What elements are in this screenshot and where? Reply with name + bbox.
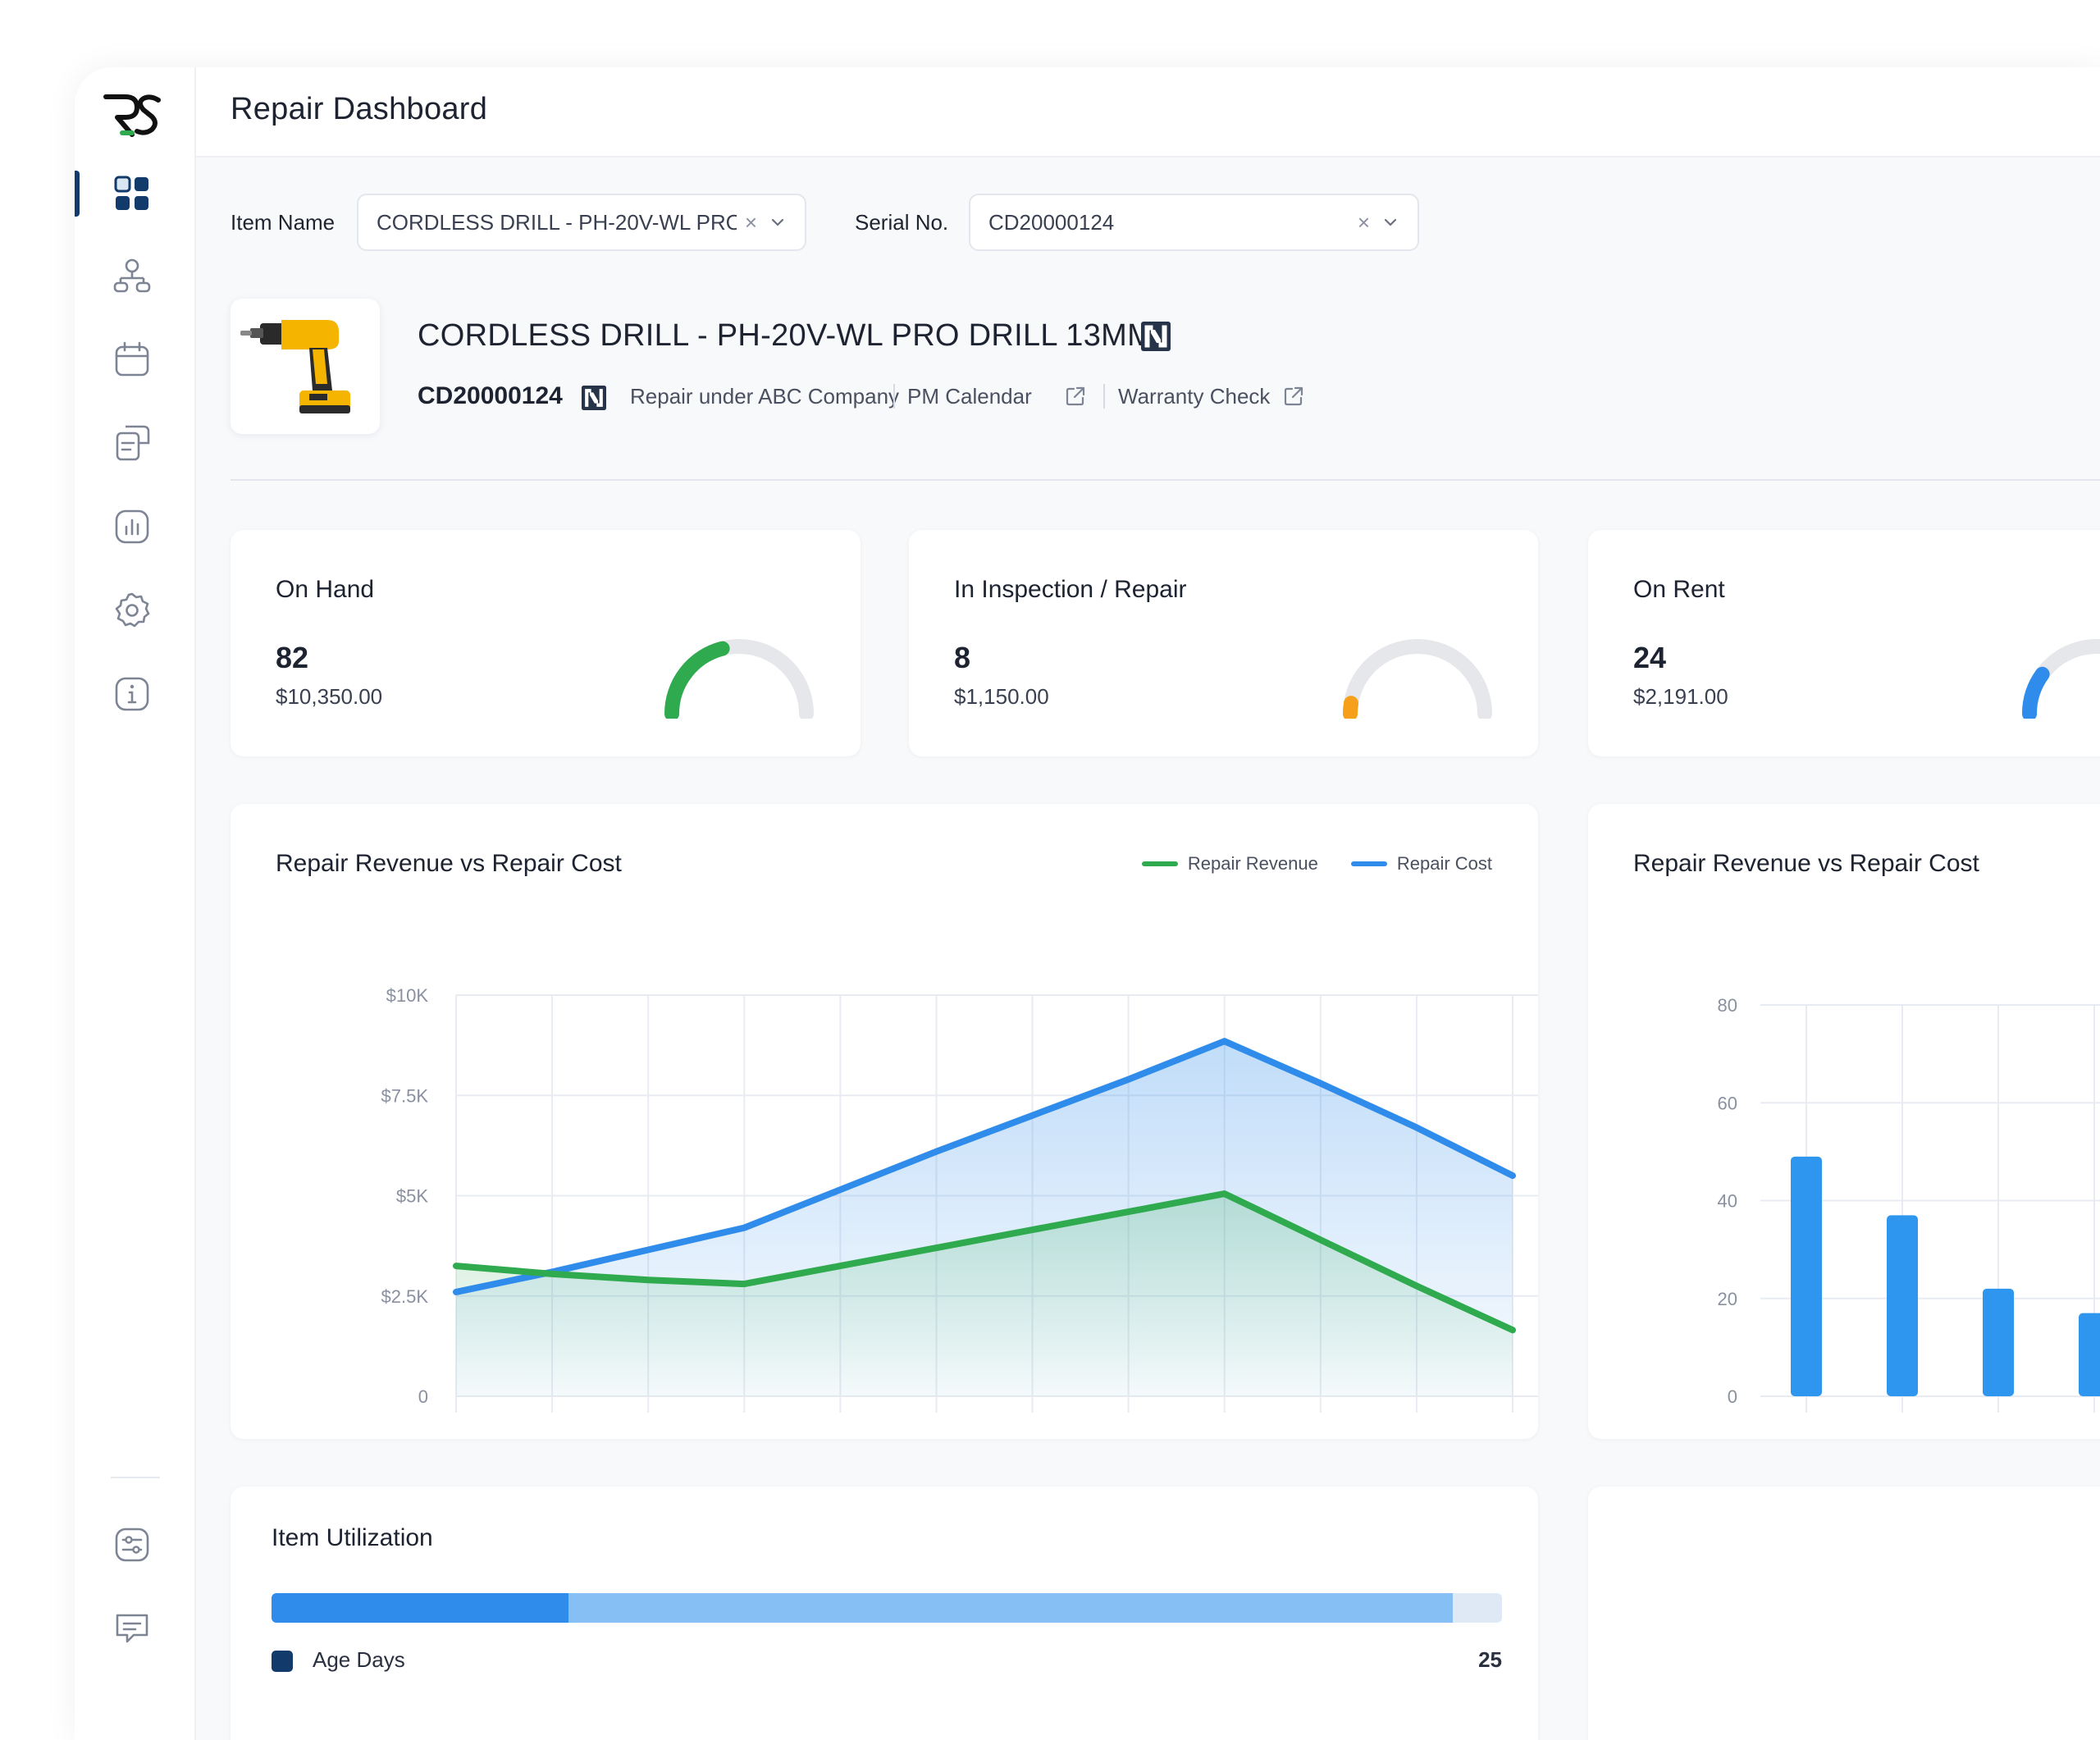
- item-name-clear-icon[interactable]: ×: [744, 209, 757, 235]
- item-utilization-card: Item Utilization Age Days 25: [231, 1487, 1538, 1740]
- area-fill-repair-revenue: [456, 1194, 1513, 1396]
- series-line-repair-revenue[interactable]: [453, 1190, 1516, 1334]
- bar-chart-card: Repair Revenue vs Repair Cost 020406080J…: [1588, 804, 2100, 1439]
- app-window: Repair Dashboard Item Name CORDLESS DRIL…: [75, 67, 2100, 1740]
- utilization-segment[interactable]: [272, 1593, 568, 1623]
- legend-swatch: [272, 1651, 293, 1672]
- cordless-drill-image: [240, 320, 350, 413]
- chevron-down-icon[interactable]: [1381, 213, 1399, 231]
- utilization-bar: [272, 1593, 1502, 1623]
- gauge-chart: [664, 639, 814, 719]
- serial-no-select[interactable]: CD20000124 ×: [969, 194, 1419, 251]
- sidebar-divider: [111, 1477, 160, 1478]
- calendar-icon[interactable]: [112, 340, 152, 379]
- stat-amount: $10,350.00: [276, 684, 383, 709]
- gauge-chart: [2022, 639, 2100, 719]
- warranty-check-link[interactable]: Warranty Check: [1118, 384, 1271, 409]
- stat-count: 24: [1633, 641, 1667, 674]
- chart-title: Repair Revenue vs Repair Cost: [276, 850, 622, 877]
- stat-card-inspection-repair: In Inspection / Repair 8 $1,150.00: [909, 530, 1538, 756]
- stat-card-on-rent: On Rent 24 $2,191.00: [1588, 530, 2100, 756]
- legend-label: Repair Cost: [1396, 853, 1492, 874]
- utilization-value: 25: [1478, 1647, 1502, 1672]
- line-chart-card: Repair Revenue vs Repair Cost Repair Rev…: [231, 804, 1538, 1439]
- y-tick-label: 20: [1718, 1289, 1737, 1309]
- y-tick-label: $5K: [396, 1186, 428, 1207]
- reports-chart-icon[interactable]: [112, 507, 152, 546]
- stat-title: On Hand: [276, 576, 375, 603]
- external-link-icon[interactable]: [1282, 385, 1305, 408]
- y-tick-label: $7.5K: [381, 1085, 429, 1106]
- item-name-value: CORDLESS DRILL - PH-20V-WL PRO: [377, 209, 737, 235]
- stat-card-on-hand: On Hand 82 $10,350.00: [231, 530, 861, 756]
- bar-mar[interactable]: [1983, 1288, 2014, 1396]
- dashboard-grid-icon[interactable]: [112, 174, 152, 213]
- meta-divider: [1103, 384, 1105, 409]
- empty-card: [1588, 1487, 2100, 1740]
- info-icon[interactable]: [112, 674, 152, 714]
- sliders-icon[interactable]: [112, 1525, 152, 1564]
- item-name-label: Item Name: [231, 210, 336, 235]
- pm-calendar-link[interactable]: PM Calendar: [907, 384, 1032, 409]
- y-tick-label: $10K: [386, 985, 429, 1006]
- legend-label: Repair Revenue: [1187, 853, 1318, 874]
- utilization-segment[interactable]: [568, 1593, 1453, 1623]
- item-name-select[interactable]: CORDLESS DRILL - PH-20V-WL PRO ×: [357, 194, 806, 251]
- stat-count: 8: [954, 641, 971, 674]
- stat-title: On Rent: [1633, 576, 1725, 603]
- sidebar: [75, 67, 196, 1740]
- netsuite-badge-icon[interactable]: [582, 386, 606, 410]
- chart-title: Repair Revenue vs Repair Cost: [1633, 850, 1979, 877]
- active-nav-indicator: [75, 171, 80, 217]
- y-tick-label: $2.5K: [381, 1286, 429, 1307]
- series-line-repair-cost[interactable]: [453, 1038, 1516, 1295]
- chart-legend: Repair Revenue Repair Cost: [1109, 853, 1492, 875]
- y-tick-label: 40: [1718, 1191, 1737, 1212]
- document-icon[interactable]: [112, 423, 152, 463]
- utilization-title: Item Utilization: [272, 1524, 433, 1551]
- y-tick-label: 60: [1718, 1093, 1737, 1113]
- rs-logo-icon[interactable]: [101, 90, 163, 139]
- bar-jan[interactable]: [1791, 1156, 1822, 1396]
- chevron-down-icon[interactable]: [769, 213, 787, 231]
- top-bar: Repair Dashboard: [196, 67, 2100, 158]
- utilization-row-age-days: Age Days 25: [272, 1646, 1502, 1678]
- product-image: [231, 299, 380, 434]
- legend-item-revenue[interactable]: Repair Revenue: [1141, 853, 1318, 875]
- product-serial: CD20000124: [418, 382, 563, 409]
- org-hierarchy-icon[interactable]: [112, 256, 152, 295]
- gauge-chart: [1343, 639, 1492, 719]
- page-title: Repair Dashboard: [231, 92, 488, 126]
- stat-amount: $1,150.00: [954, 684, 1049, 709]
- y-tick-label: 0: [1728, 1386, 1737, 1407]
- serial-no-label: Serial No.: [855, 210, 949, 235]
- section-divider: [231, 479, 2100, 481]
- utilization-label: Age Days: [313, 1647, 405, 1672]
- bar-feb[interactable]: [1887, 1215, 1918, 1396]
- legend-swatch: [1350, 861, 1387, 866]
- netsuite-badge-icon[interactable]: [1141, 322, 1171, 351]
- chat-icon[interactable]: [112, 1609, 152, 1648]
- repair-company-text: Repair under ABC Company: [630, 384, 900, 409]
- serial-no-value: CD20000124: [988, 209, 1115, 235]
- stat-title: In Inspection / Repair: [954, 576, 1187, 603]
- product-name: CORDLESS DRILL - PH-20V-WL PRO DRILL 13M…: [418, 318, 1154, 353]
- y-tick-label: 0: [418, 1386, 428, 1407]
- stat-count: 82: [276, 641, 309, 674]
- serial-no-clear-icon[interactable]: ×: [1357, 209, 1370, 235]
- legend-swatch: [1141, 861, 1178, 866]
- legend-item-cost[interactable]: Repair Cost: [1350, 853, 1492, 875]
- meta-divider: [893, 384, 895, 409]
- area-chart: 0$2.5K$5K$7.5K$10KJanFebMarAprMayJunJulA…: [381, 985, 1538, 1413]
- bar-apr[interactable]: [2079, 1313, 2100, 1396]
- gear-icon[interactable]: [112, 591, 152, 630]
- stat-amount: $2,191.00: [1633, 684, 1728, 709]
- external-link-icon[interactable]: [1064, 385, 1087, 408]
- bar-chart: 020406080JanFebMarApr: [1718, 995, 2100, 1413]
- y-tick-label: 80: [1718, 995, 1737, 1016]
